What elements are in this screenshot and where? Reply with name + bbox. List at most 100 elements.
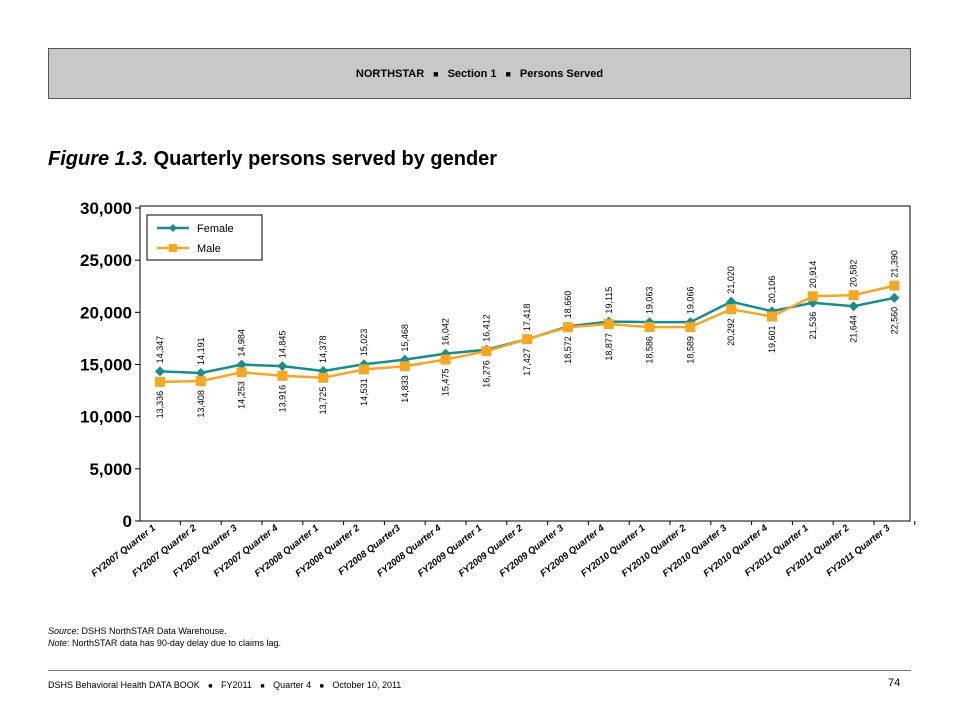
legend-label-female: Female xyxy=(197,223,234,235)
data-point-female xyxy=(726,296,737,307)
data-label-male: 19,601 xyxy=(767,325,777,353)
data-label-male: 13,336 xyxy=(155,391,165,419)
header-section: Section 1 xyxy=(447,67,497,80)
y-tick-label: 25,000 xyxy=(80,251,132,270)
footer-separator: ■ xyxy=(319,683,324,690)
footer-quarter: Quarter 4 xyxy=(273,680,312,690)
data-label-male: 13,725 xyxy=(318,387,328,415)
data-point-male xyxy=(195,376,206,387)
data-label-male: 21,644 xyxy=(849,315,859,343)
data-label-female: 14,191 xyxy=(196,337,206,365)
data-label-male: 14,833 xyxy=(400,375,410,403)
y-tick-label: 5,000 xyxy=(89,460,132,479)
header-separator: ■ xyxy=(505,68,511,79)
data-point-female xyxy=(195,367,206,378)
source-text: : DSHS NorthSTAR Data Warehouse. xyxy=(76,626,227,636)
data-label-male: 13,408 xyxy=(196,390,206,418)
footer-separator: ■ xyxy=(260,683,265,690)
data-label-female: 14,984 xyxy=(237,329,247,357)
data-label-female: 14,347 xyxy=(155,336,165,364)
data-label-female: 14,845 xyxy=(277,331,287,359)
note-label: Note xyxy=(48,638,68,648)
plot-area xyxy=(139,205,911,522)
data-label-female: 15,023 xyxy=(359,329,369,357)
data-label-female: 16,042 xyxy=(441,318,451,346)
header-program: NORTHSTAR xyxy=(355,67,425,80)
data-label-female: 19,115 xyxy=(604,287,614,314)
data-point-female xyxy=(155,366,165,377)
data-label-female: 20,106 xyxy=(767,276,777,304)
y-tick-label: 0 xyxy=(123,512,132,531)
data-label-male: 17,427 xyxy=(522,348,532,376)
y-tick-label: 20,000 xyxy=(80,303,132,322)
data-label-male: 18,572 xyxy=(563,336,573,364)
section-header: NORTHSTAR ■ Section 1 ■ Persons Served xyxy=(48,48,911,99)
data-label-male: 18,877 xyxy=(604,333,614,361)
footer-date: October 10, 2011 xyxy=(332,680,402,690)
data-point-male xyxy=(155,376,165,387)
data-point-female xyxy=(236,359,247,370)
chart-notes: Source: DSHS NorthSTAR Data Warehouse. N… xyxy=(48,625,281,649)
data-point-male xyxy=(563,322,573,333)
data-label-male: 18,586 xyxy=(645,336,655,364)
data-point-male xyxy=(399,361,410,372)
data-label-male: 22,560 xyxy=(889,307,899,335)
data-point-male xyxy=(807,291,818,302)
data-label-female: 17,418 xyxy=(522,304,532,332)
source-label: Source xyxy=(48,626,77,636)
data-point-male xyxy=(767,311,777,322)
data-label-female: 16,412 xyxy=(481,314,491,342)
data-label-female: 14,378 xyxy=(318,335,328,363)
legend-marker-female xyxy=(169,224,177,232)
footer: DSHS Behavioral Health DATA BOOK ■ FY201… xyxy=(48,680,401,690)
data-point-male xyxy=(318,372,329,383)
header-topic: Persons Served xyxy=(519,67,604,80)
figure-number: Figure 1.3. xyxy=(48,148,149,170)
figure-caption: Quarterly persons served by gender xyxy=(153,148,498,170)
header-separator: ■ xyxy=(433,68,439,79)
data-point-female xyxy=(277,361,288,372)
data-label-male: 16,276 xyxy=(481,360,491,388)
data-point-male xyxy=(644,322,655,333)
data-point-male xyxy=(359,364,369,375)
data-label-male: 14,253 xyxy=(237,381,247,409)
data-label-female: 20,914 xyxy=(808,261,818,289)
footer-separator: ■ xyxy=(208,683,213,690)
y-tick-label: 15,000 xyxy=(80,356,132,375)
data-label-female: 19,063 xyxy=(645,287,655,315)
data-label-male: 13,916 xyxy=(277,385,287,413)
data-point-male xyxy=(481,346,492,357)
legend-label-male: Male xyxy=(197,243,221,255)
legend-box xyxy=(146,214,263,261)
data-label-female: 18,660 xyxy=(563,291,573,319)
data-label-female: 15,468 xyxy=(400,324,410,352)
y-tick-label: 30,000 xyxy=(80,199,132,218)
footer-divider xyxy=(48,670,911,671)
data-point-male xyxy=(522,334,533,345)
data-label-female: 20,582 xyxy=(849,260,859,288)
data-point-female xyxy=(889,292,900,303)
data-point-male xyxy=(603,319,614,330)
figure-title: Figure 1.3. Quarterly persons served by … xyxy=(48,148,497,171)
data-point-male xyxy=(440,354,451,365)
data-point-male xyxy=(236,367,247,378)
page-number: 74 xyxy=(888,677,901,689)
footer-fiscal-year: FY2011 xyxy=(221,680,252,690)
data-point-male xyxy=(685,322,696,333)
y-tick-label: 10,000 xyxy=(80,408,132,427)
data-label-male: 15,475 xyxy=(441,369,451,397)
legend-marker-male xyxy=(169,244,177,252)
data-point-male xyxy=(889,280,900,291)
data-point-male xyxy=(726,304,737,315)
note-line: Note: NorthSTAR data has 90-day delay du… xyxy=(48,637,281,649)
data-point-male xyxy=(277,370,288,381)
source-line: Source: DSHS NorthSTAR Data Warehouse. xyxy=(48,625,281,637)
data-label-female: 21,020 xyxy=(726,266,736,294)
data-label-male: 20,292 xyxy=(726,318,736,346)
data-label-male: 14,531 xyxy=(359,378,369,406)
data-label-female: 21,390 xyxy=(889,250,899,278)
note-text: : NorthSTAR data has 90-day delay due to… xyxy=(67,638,281,648)
line-chart: 05,00010,00015,00020,00025,00030,000FY20… xyxy=(80,199,916,579)
data-label-male: 18,589 xyxy=(685,336,695,364)
data-label-male: 21,536 xyxy=(808,312,818,340)
